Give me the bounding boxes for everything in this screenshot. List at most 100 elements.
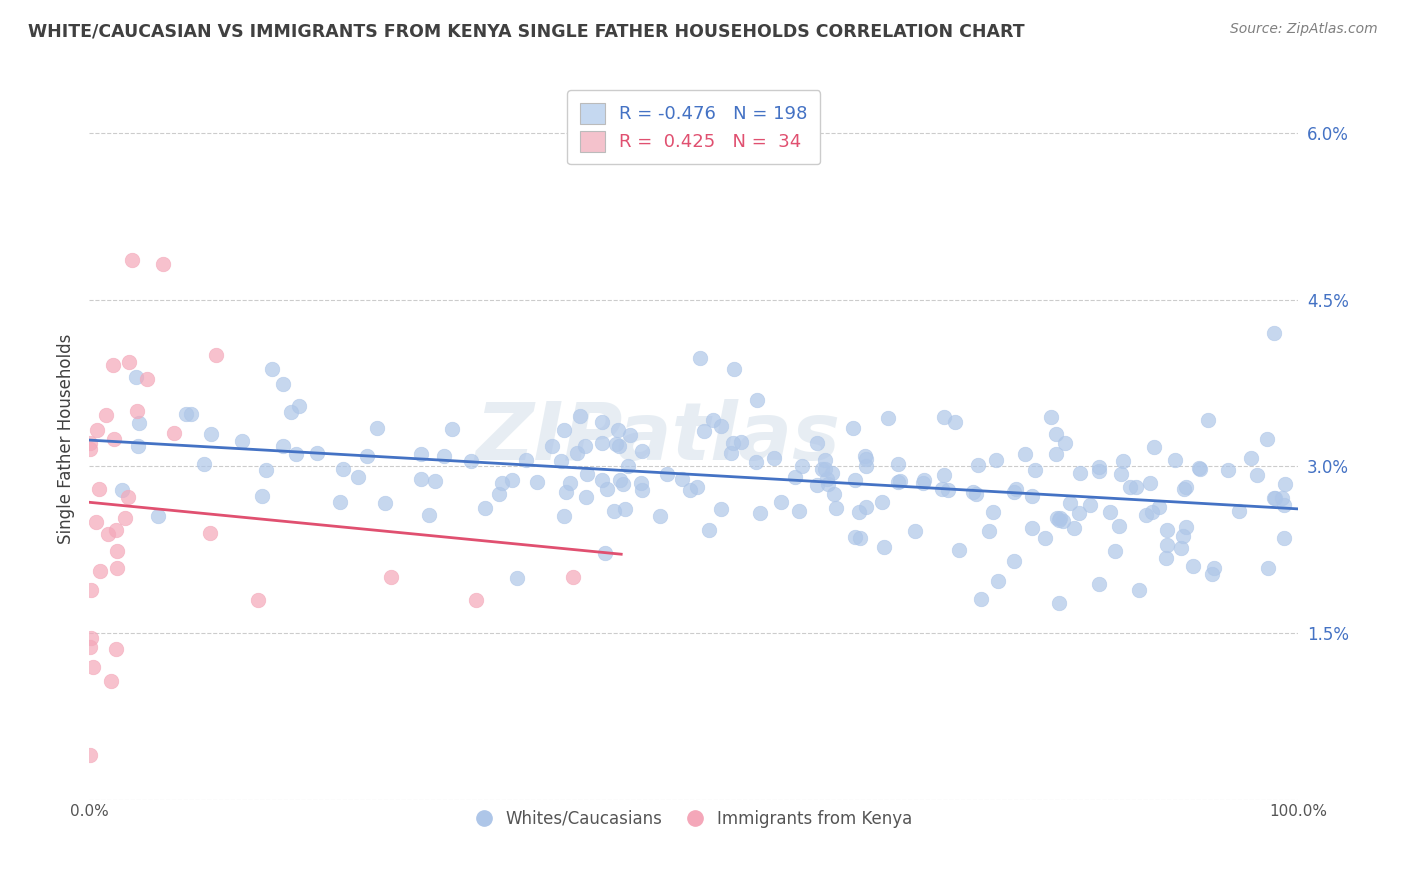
Point [842, 421, 865, 435]
Point [1098, 505, 1121, 519]
Point [593, 546, 616, 560]
Point [1045, 427, 1067, 442]
Point [501, 473, 523, 487]
Point [1069, 466, 1091, 480]
Point [80, 631, 103, 645]
Point [810, 462, 832, 476]
Point [1173, 482, 1195, 496]
Point [105, 544, 128, 558]
Point [987, 574, 1010, 588]
Point [817, 476, 839, 491]
Point [1104, 544, 1126, 558]
Point [474, 501, 496, 516]
Point [105, 561, 128, 575]
Point [1002, 554, 1025, 568]
Point [1052, 514, 1074, 528]
Point [1045, 447, 1067, 461]
Point [617, 459, 640, 474]
Point [887, 458, 910, 472]
Point [648, 509, 671, 524]
Point [911, 475, 934, 490]
Point [193, 457, 215, 471]
Point [411, 447, 433, 461]
Point [1170, 541, 1192, 556]
Point [609, 473, 631, 487]
Point [271, 377, 294, 392]
Point [1108, 518, 1130, 533]
Point [936, 483, 959, 497]
Point [1163, 453, 1185, 467]
Point [1078, 498, 1101, 512]
Point [84, 515, 107, 529]
Point [745, 455, 768, 469]
Point [79, 748, 101, 763]
Point [607, 423, 630, 437]
Point [686, 479, 709, 493]
Point [1156, 538, 1178, 552]
Point [79, 442, 101, 457]
Point [118, 354, 141, 368]
Point [1140, 505, 1163, 519]
Point [1204, 561, 1226, 575]
Point [591, 435, 613, 450]
Point [1088, 464, 1111, 478]
Point [591, 473, 613, 487]
Text: Source: ZipAtlas.com: Source: ZipAtlas.com [1230, 22, 1378, 37]
Point [1119, 480, 1142, 494]
Point [541, 439, 564, 453]
Point [465, 592, 488, 607]
Point [595, 482, 617, 496]
Point [1256, 433, 1278, 447]
Point [1201, 567, 1223, 582]
Point [575, 490, 598, 504]
Point [1263, 326, 1285, 340]
Y-axis label: Single Father Households: Single Father Households [58, 334, 75, 543]
Point [558, 476, 581, 491]
Point [981, 505, 1004, 519]
Point [1069, 506, 1091, 520]
Point [491, 476, 513, 491]
Text: WHITE/CAUCASIAN VS IMMIGRANTS FROM KENYA SINGLE FATHER HOUSEHOLDS CORRELATION CH: WHITE/CAUCASIAN VS IMMIGRANTS FROM KENYA… [28, 22, 1025, 40]
Text: ZIPatlas: ZIPatlas [475, 400, 839, 477]
Point [200, 426, 222, 441]
Point [721, 435, 744, 450]
Point [86, 424, 108, 438]
Point [603, 504, 626, 518]
Point [1054, 435, 1077, 450]
Point [693, 424, 716, 438]
Point [1188, 460, 1211, 475]
Point [1088, 577, 1111, 591]
Point [1040, 409, 1063, 424]
Point [844, 530, 866, 544]
Point [1111, 454, 1133, 468]
Point [1024, 463, 1046, 477]
Point [1004, 482, 1026, 496]
Point [820, 466, 842, 480]
Point [849, 532, 872, 546]
Point [823, 487, 845, 501]
Legend: Whites/Caucasians, Immigrants from Kenya: Whites/Caucasians, Immigrants from Kenya [468, 803, 920, 835]
Point [948, 542, 970, 557]
Point [366, 421, 388, 435]
Point [848, 505, 870, 519]
Point [575, 467, 598, 482]
Point [886, 475, 908, 490]
Point [747, 392, 769, 407]
Point [889, 475, 911, 489]
Point [1263, 491, 1285, 505]
Point [418, 508, 440, 522]
Point [250, 489, 273, 503]
Point [506, 571, 529, 585]
Point [114, 511, 136, 525]
Point [1197, 413, 1219, 427]
Point [423, 474, 446, 488]
Point [967, 458, 990, 472]
Point [912, 473, 935, 487]
Point [1174, 520, 1197, 534]
Point [260, 362, 283, 376]
Point [1274, 532, 1296, 546]
Point [1216, 463, 1239, 477]
Point [565, 446, 588, 460]
Point [1257, 560, 1279, 574]
Point [568, 409, 591, 424]
